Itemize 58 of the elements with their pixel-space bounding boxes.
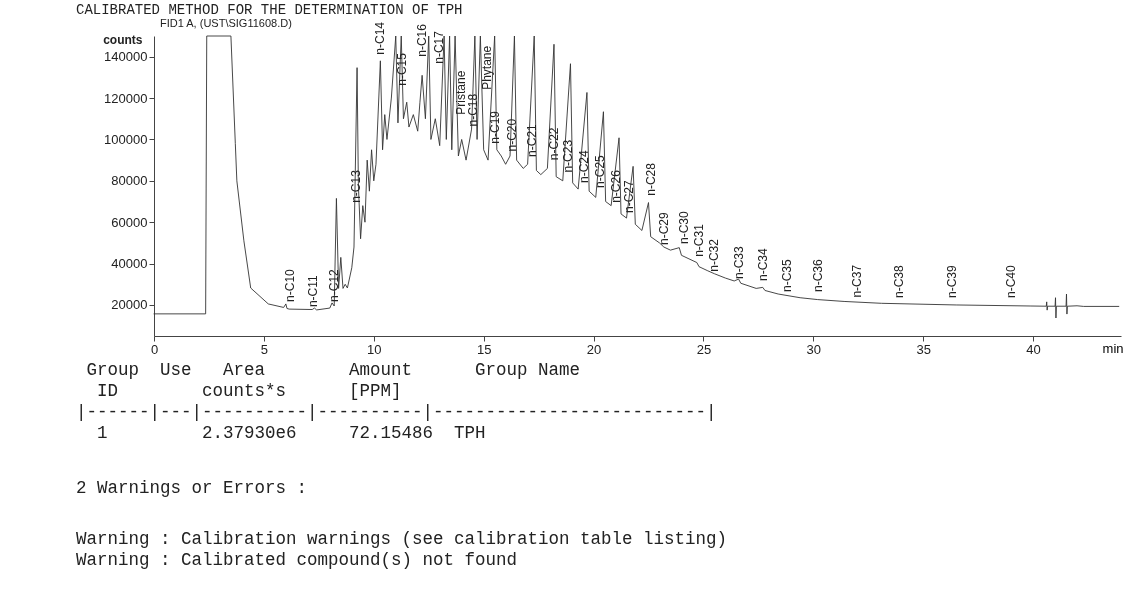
annotation: n-C39	[944, 264, 959, 298]
y-tick-label: 80000	[111, 173, 148, 189]
x-tick-label: 5	[260, 341, 268, 357]
x-tick-label: 0	[150, 341, 159, 357]
annotation: n-C10	[283, 268, 298, 302]
annotation: n-C31	[692, 223, 707, 257]
y-tick-label: 40000	[111, 256, 148, 272]
annotation: n-C19	[487, 110, 502, 144]
y-tick-label: 60000	[111, 214, 148, 230]
annotation: n-C21	[525, 123, 540, 157]
annotation: n-C23	[561, 139, 576, 173]
annotation: n-C30	[676, 210, 691, 244]
x-tick-label: 35	[916, 341, 931, 357]
annotation: n-C17	[431, 30, 446, 64]
annotation: n-C34	[755, 248, 770, 282]
annotation: n-C28	[643, 162, 658, 196]
annotation: Phytane	[480, 45, 495, 90]
annotation: n-C32	[707, 238, 722, 272]
text: 2 Warnings or Errors :	[76, 478, 309, 499]
annotation: n-C22	[546, 127, 561, 161]
y-tick-label: 140000	[104, 49, 148, 65]
x-tick-label: 25	[696, 341, 712, 357]
x-axis-title: min	[1102, 340, 1124, 356]
annotation: n-C20	[505, 118, 520, 152]
text: Warning : Calibration warnings (see calibration table listing)	[76, 529, 728, 550]
chart-subtitle: FID1 A, (UST\SIG11608.D)	[160, 17, 292, 29]
text: Group Use Area Amount Group Name	[85, 360, 582, 381]
annotation: n-C16	[415, 23, 430, 57]
annotation: n-C11	[306, 274, 321, 308]
annotation: n-C12	[327, 268, 342, 302]
y-axis-title: counts	[103, 32, 143, 47]
x-tick-label: 10	[367, 341, 382, 357]
chart-title: CALIBRATED METHOD FOR THE DETERMINATION OF TPH	[76, 2, 463, 18]
text: ID counts*s [PPM]	[96, 381, 403, 402]
annotation: n-C27	[621, 179, 636, 213]
text: Warning : Calibrated compound(s) not found	[76, 550, 519, 571]
annotation: n-C24	[576, 149, 591, 183]
y-tick-label: 20000	[111, 297, 148, 313]
annotation: n-C37	[850, 264, 865, 298]
y-tick-label: 120000	[104, 90, 148, 106]
annotation: n-C13	[349, 169, 364, 203]
y-tick-label: 100000	[104, 131, 148, 147]
annotation: n-C29	[656, 212, 671, 246]
annotation: n-C38	[892, 264, 907, 298]
annotation: n-C26	[608, 169, 623, 203]
x-tick-label: 40	[1026, 341, 1041, 357]
x-tick-label: 30	[806, 341, 822, 357]
x-tick-label: 20	[586, 341, 602, 357]
x-tick-label: 15	[476, 341, 492, 357]
annotation: n-C35	[779, 258, 794, 292]
annotation: n-C33	[731, 245, 746, 279]
text: 1 2.37930e6 72.15486 TPH	[96, 423, 487, 444]
text: |------|---|----------|----------|--------------------------|	[76, 402, 718, 423]
annotation: n-C40	[1004, 264, 1019, 298]
annotation: n-C36	[810, 258, 825, 292]
annotation: n-C25	[593, 154, 608, 188]
annotation: n-C14	[373, 21, 388, 55]
annotation: n-C15	[395, 52, 410, 86]
